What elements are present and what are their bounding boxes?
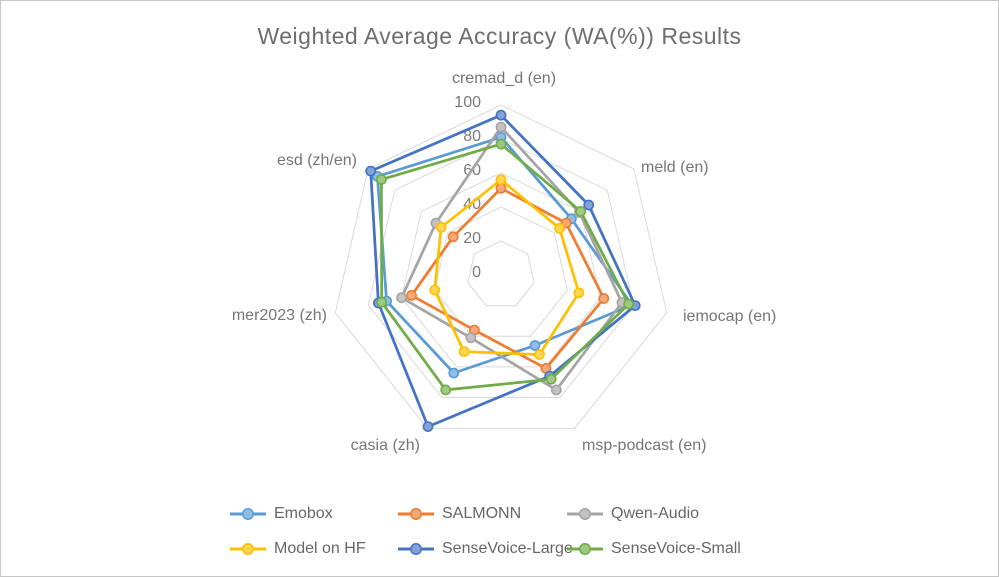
legend-item-sensevoice-small[interactable]: SenseVoice-Small <box>567 539 741 559</box>
legend-label-sensevoice-large: SenseVoice-Large <box>442 540 573 557</box>
legend-swatch-sensevoice-large <box>398 543 434 555</box>
legend-label-qwen-audio: Qwen-Audio <box>611 505 700 522</box>
category-label-meld-en: meld (en) <box>641 159 709 176</box>
tick-label-0: 0 <box>472 264 481 281</box>
series-line-qwen-audio <box>400 125 624 392</box>
point-model-on-hf-msp-podcast-en <box>534 349 545 360</box>
tick-label-20: 20 <box>463 230 481 247</box>
gridline-ring-20 <box>467 240 535 307</box>
point-model-on-hf-casia-zh <box>458 346 470 357</box>
legend-item-qwen-audio[interactable]: Qwen-Audio <box>567 504 699 524</box>
point-sensevoice-small-msp-podcast-en <box>545 373 557 385</box>
category-label-iemocap-en: iemocap (en) <box>683 308 776 325</box>
legend-swatch-qwen-audio <box>567 508 603 520</box>
gridline-ring-60 <box>401 172 601 368</box>
legend-marker-icon <box>242 508 254 520</box>
chart-title: Weighted Average Accuracy (WA(%)) Result… <box>257 23 742 49</box>
category-label-mer2023-zh: mer2023 (zh) <box>232 307 327 324</box>
point-sensevoice-large-meld-en <box>583 199 595 211</box>
legend-marker-icon <box>410 508 422 520</box>
point-sensevoice-large-esd-zh-en <box>365 165 377 177</box>
gridline-ring-100 <box>334 104 668 429</box>
category-label-msp-podcast-en: msp-podcast (en) <box>582 437 707 454</box>
point-qwen-audio-msp-podcast-en <box>550 384 562 396</box>
point-model-on-hf-meld-en <box>554 222 565 234</box>
point-qwen-audio-casia-zh <box>465 332 477 344</box>
point-model-on-hf-mer2023-zh <box>429 284 441 296</box>
point-sensevoice-small-mer2023-zh <box>376 296 388 308</box>
point-model-on-hf-esd-zh-en <box>435 221 447 233</box>
point-sensevoice-large-casia-zh <box>422 421 434 432</box>
point-sensevoice-small-esd-zh-en <box>375 174 387 185</box>
legend-marker-icon <box>579 543 591 555</box>
legend-item-model-on-hf[interactable]: Model on HF <box>230 539 366 559</box>
category-label-cremad-d-en: cremad_d (en) <box>452 70 556 87</box>
series-model-on-hf <box>429 174 585 360</box>
tick-label-100: 100 <box>454 94 481 111</box>
category-label-esd-zh-en: esd (zh/en) <box>277 152 357 169</box>
point-salmonn-esd-zh-en <box>447 231 459 243</box>
legend-label-emobox: Emobox <box>274 505 333 522</box>
legend-item-salmonn[interactable]: SALMONN <box>398 504 521 524</box>
legend-marker-icon <box>579 508 591 520</box>
point-sensevoice-small-meld-en <box>575 205 587 217</box>
legend-item-sensevoice-large[interactable]: SenseVoice-Large <box>398 539 573 559</box>
series-line-emobox <box>376 135 634 375</box>
series-sensevoice-small <box>375 138 634 396</box>
point-salmonn-mer2023-zh <box>406 289 417 301</box>
point-model-on-hf-iemocap-en <box>573 287 585 299</box>
series-sensevoice-large <box>365 109 641 432</box>
point-emobox-msp-podcast-en <box>529 340 541 351</box>
series-emobox <box>371 131 638 379</box>
series-line-salmonn <box>410 186 606 370</box>
series-line-sensevoice-large <box>369 113 637 428</box>
legend-marker-icon <box>410 543 422 555</box>
point-salmonn-iemocap-en <box>598 293 610 304</box>
legend-swatch-salmonn <box>398 508 434 520</box>
legend-label-salmonn: SALMONN <box>442 505 522 522</box>
point-emobox-casia-zh <box>448 367 460 379</box>
series-line-model-on-hf <box>433 178 581 356</box>
category-label-casia-zh: casia (zh) <box>351 437 420 454</box>
point-qwen-audio-cremad-d-en <box>495 121 507 133</box>
point-sensevoice-small-casia-zh <box>440 384 452 396</box>
point-qwen-audio-mer2023-zh <box>396 292 407 304</box>
series-line-sensevoice-small <box>380 142 630 392</box>
legend-swatch-model-on-hf <box>230 543 266 555</box>
tick-label-80: 80 <box>463 128 481 145</box>
legend-swatch-emobox <box>230 508 266 520</box>
point-sensevoice-large-cremad-d-en <box>495 109 507 121</box>
legend-label-sensevoice-small: SenseVoice-Small <box>611 540 741 557</box>
legend-marker-icon <box>242 543 254 555</box>
point-model-on-hf-cremad-d-en <box>495 174 507 186</box>
legend-swatch-sensevoice-small <box>567 543 603 555</box>
gridline-ring-40 <box>434 206 568 337</box>
legend-item-emobox[interactable]: Emobox <box>230 504 333 524</box>
point-sensevoice-small-iemocap-en <box>623 298 634 310</box>
legend-label-model-on-hf: Model on HF <box>274 540 366 557</box>
point-sensevoice-small-cremad-d-en <box>495 138 507 150</box>
